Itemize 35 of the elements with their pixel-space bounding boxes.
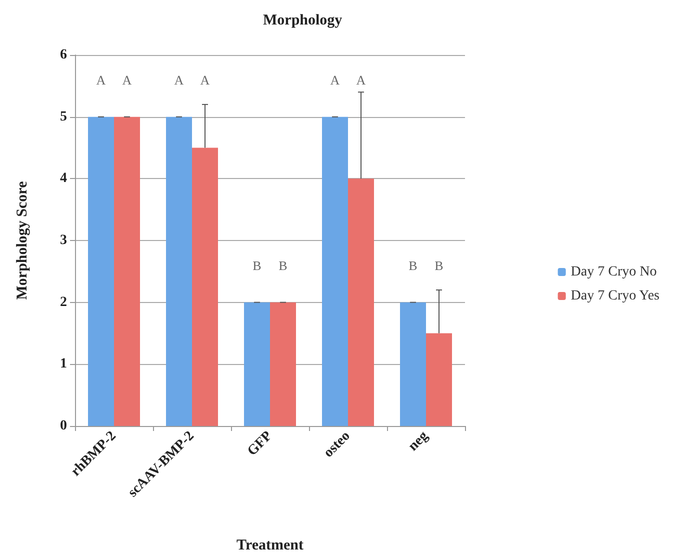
annotation: A [356,72,366,88]
annotation: A [96,72,106,88]
x-tick-label: GFP [244,428,276,460]
y-tick-label: 5 [60,109,67,124]
x-axis-title: Treatment [236,538,304,554]
bar [270,302,296,426]
x-tick-label: neg [406,428,432,454]
x-tick-label: osteo [321,428,354,461]
y-tick-label: 4 [60,171,67,186]
annotation: B [278,258,288,273]
bar [244,302,270,426]
annotation: B [252,258,262,273]
legend-label: Day 7 Cryo No [570,264,657,280]
bar [166,116,192,426]
bar [114,116,140,426]
bar [88,116,114,426]
bar [322,116,348,426]
bar [400,302,426,426]
legend-label: Day 7 Cryo Yes [570,288,660,304]
chart-title: Morphology [263,12,343,28]
annotation: A [330,72,340,88]
y-tick-label: 0 [60,418,67,434]
annotation: A [174,72,184,88]
bar [192,148,218,426]
annotation: B [434,258,444,273]
annotation: B [408,258,418,273]
y-tick-label: 6 [60,48,67,62]
y-tick-label: 2 [60,294,67,310]
bar [426,333,452,426]
bar [348,178,374,426]
y-axis-title: Morphology Score [14,180,30,300]
annotation: A [200,72,210,88]
y-tick-label: 1 [60,356,67,372]
y-tick-label: 3 [60,233,67,248]
annotation: A [122,72,132,88]
